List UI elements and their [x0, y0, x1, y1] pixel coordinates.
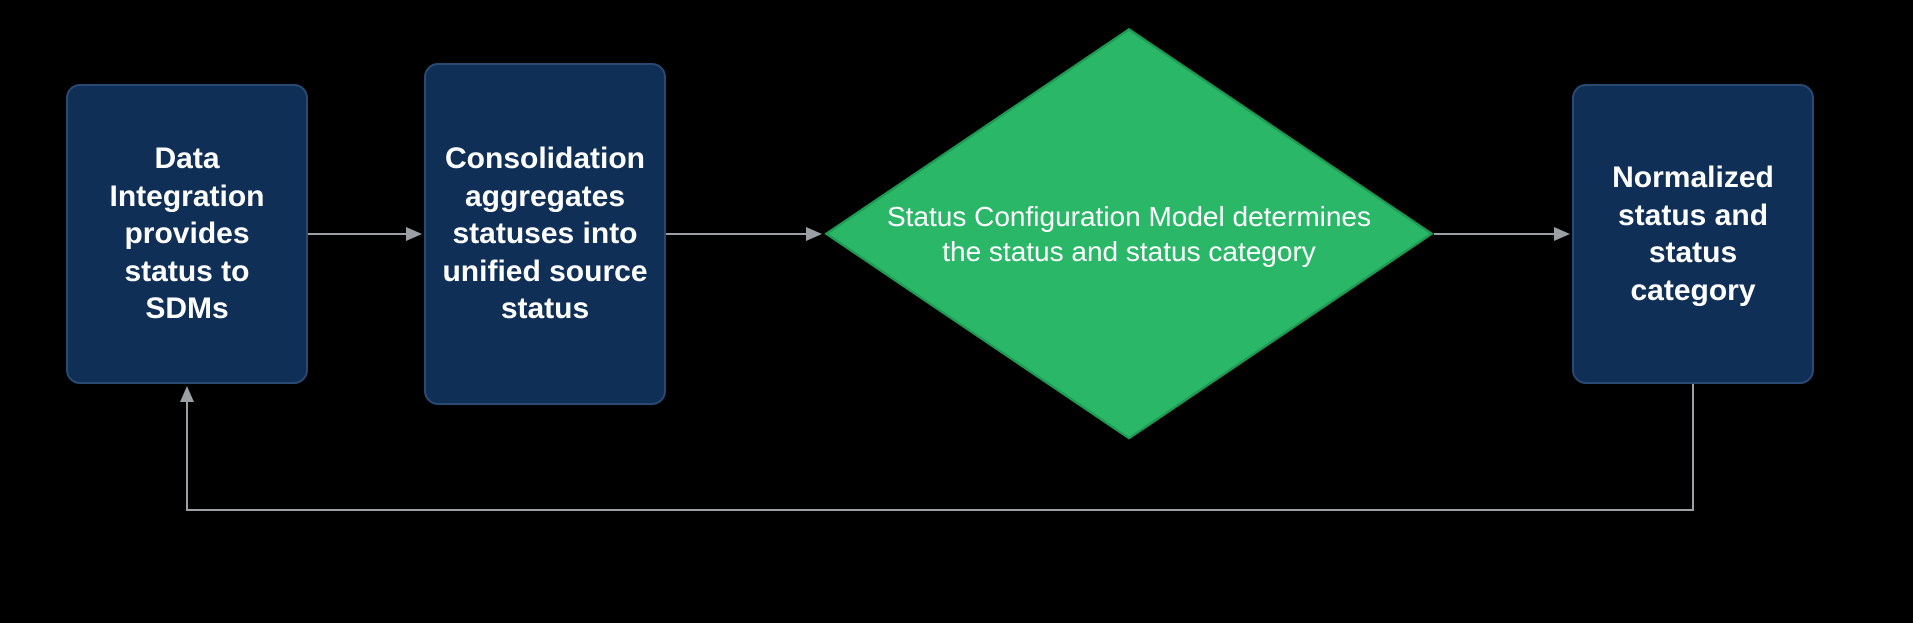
node-label: Status Configuration Model determines th…: [824, 28, 1434, 440]
node-label: Consolidation aggregates statuses into u…: [438, 140, 652, 328]
diamond-text: Status Configuration Model determines th…: [864, 199, 1394, 269]
node-data-integration: Data Integration provides status to SDMs: [66, 84, 308, 384]
node-label: Data Integration provides status to SDMs: [80, 140, 294, 328]
node-status-configuration: Status Configuration Model determines th…: [824, 28, 1434, 440]
node-normalized-status: Normalized status and status category: [1572, 84, 1814, 384]
node-label: Normalized status and status category: [1586, 159, 1800, 309]
flowchart-stage: Data Integration provides status to SDMs…: [0, 0, 1913, 623]
node-consolidation: Consolidation aggregates statuses into u…: [424, 63, 666, 405]
